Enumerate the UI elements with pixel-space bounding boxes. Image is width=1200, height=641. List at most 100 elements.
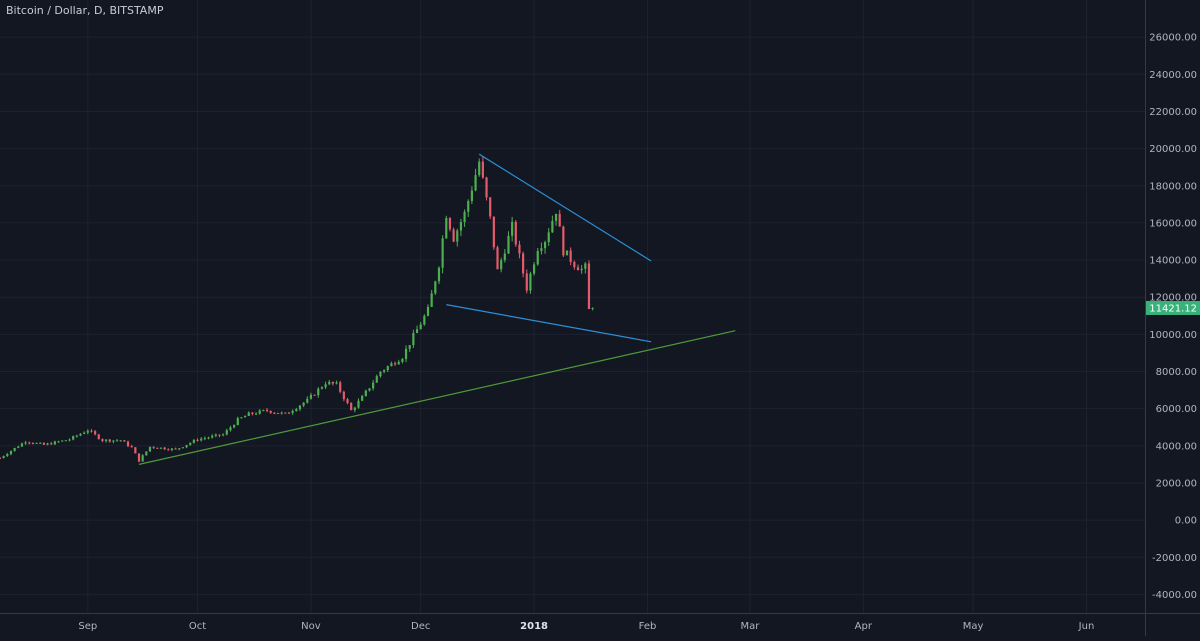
- candle-body: [565, 250, 569, 256]
- candle-body: [218, 434, 221, 436]
- candle-body: [42, 442, 45, 445]
- candle-body: [551, 220, 554, 233]
- trendline-support[interactable]: [138, 330, 736, 465]
- candle-body: [306, 398, 309, 403]
- candle-body: [170, 448, 174, 450]
- candle-body: [20, 443, 24, 447]
- candle-body: [222, 434, 225, 436]
- candle-body: [507, 235, 510, 254]
- candle-body: [342, 391, 345, 400]
- candle-body: [200, 438, 203, 441]
- y-tick-label: 12000.00: [1149, 293, 1197, 304]
- candle-body: [295, 409, 298, 412]
- candle-body: [478, 161, 481, 176]
- candle-body: [372, 382, 375, 389]
- candle-body: [467, 201, 470, 212]
- candle-body: [404, 348, 408, 360]
- candle-body: [558, 213, 561, 227]
- candle-body: [86, 430, 89, 433]
- candle-body: [229, 427, 232, 431]
- candle-body: [437, 267, 441, 282]
- candle-body: [317, 388, 320, 396]
- candle-body: [134, 447, 137, 454]
- candle-body: [383, 370, 386, 372]
- candle-body: [126, 441, 130, 447]
- candle-body: [75, 435, 78, 437]
- candle-body: [522, 253, 525, 274]
- candle-body: [203, 438, 206, 440]
- candle-body: [39, 442, 42, 444]
- candle-body: [273, 412, 276, 414]
- candle-body: [31, 442, 35, 444]
- candle-body: [452, 229, 455, 242]
- candle-body: [547, 232, 550, 243]
- candle-body: [269, 410, 272, 413]
- candle-body: [141, 455, 144, 462]
- candle-body: [298, 405, 302, 410]
- candle-body: [503, 253, 506, 261]
- candle-body: [456, 230, 459, 242]
- trendline-lower[interactable]: [446, 304, 652, 343]
- candle-body: [426, 306, 430, 316]
- x-tick-label: Apr: [855, 621, 873, 632]
- candle-body: [353, 407, 356, 411]
- candle-body: [500, 260, 503, 270]
- candle-body: [459, 222, 463, 231]
- candle-body: [584, 263, 587, 269]
- y-tick-label: 24000.00: [1149, 70, 1197, 81]
- candle-body: [196, 439, 199, 441]
- candle-body: [375, 376, 378, 383]
- candle-body: [13, 447, 16, 451]
- x-tick-label: Jun: [1078, 621, 1095, 632]
- candle-body: [152, 446, 155, 448]
- candle-body: [379, 371, 382, 377]
- candle-body: [357, 400, 360, 408]
- y-tick-label: 18000.00: [1149, 181, 1197, 192]
- candle-body: [492, 216, 495, 248]
- candle-body: [364, 390, 367, 396]
- candle-body: [525, 273, 528, 291]
- candle-body: [408, 345, 411, 349]
- candle-body: [9, 450, 13, 455]
- candle-body: [496, 247, 499, 270]
- trendlines: [138, 153, 736, 465]
- y-tick-label: 26000.00: [1149, 33, 1197, 44]
- candle-body: [390, 363, 393, 367]
- candle-body: [591, 307, 594, 309]
- candle-body: [540, 248, 543, 251]
- candle-body: [61, 440, 64, 442]
- candle-body: [328, 381, 331, 385]
- candle-body: [287, 412, 291, 414]
- candles: [0, 156, 594, 463]
- candle-body: [474, 175, 477, 191]
- candle-body: [587, 263, 591, 309]
- y-tick-label: 16000.00: [1149, 218, 1197, 229]
- y-tick-label: 20000.00: [1149, 144, 1197, 155]
- x-tick-label: Oct: [189, 621, 206, 632]
- trendline-upper[interactable]: [478, 153, 652, 262]
- x-tick-label: 2018: [520, 621, 548, 632]
- candle-body: [207, 437, 210, 439]
- candle-body: [240, 417, 243, 419]
- candle-body: [514, 221, 517, 245]
- candle-body: [181, 447, 185, 449]
- candle-body: [156, 447, 159, 449]
- candle-body: [6, 454, 9, 457]
- y-tick-label: 6000.00: [1156, 404, 1197, 415]
- candle-body: [554, 213, 558, 221]
- candle-body: [178, 448, 181, 450]
- candle-body: [225, 430, 228, 435]
- candle-body: [233, 425, 236, 428]
- candle-body: [335, 382, 338, 384]
- candle-body: [448, 218, 452, 230]
- y-tick-label: 22000.00: [1149, 107, 1197, 118]
- candle-body: [192, 439, 195, 443]
- x-tick-label: Mar: [740, 621, 760, 632]
- candle-body: [518, 244, 521, 254]
- candle-body: [262, 410, 265, 412]
- y-tick-label: 4000.00: [1156, 441, 1197, 452]
- candle-body: [419, 324, 422, 330]
- candle-body: [167, 449, 170, 451]
- candle-body: [331, 381, 334, 384]
